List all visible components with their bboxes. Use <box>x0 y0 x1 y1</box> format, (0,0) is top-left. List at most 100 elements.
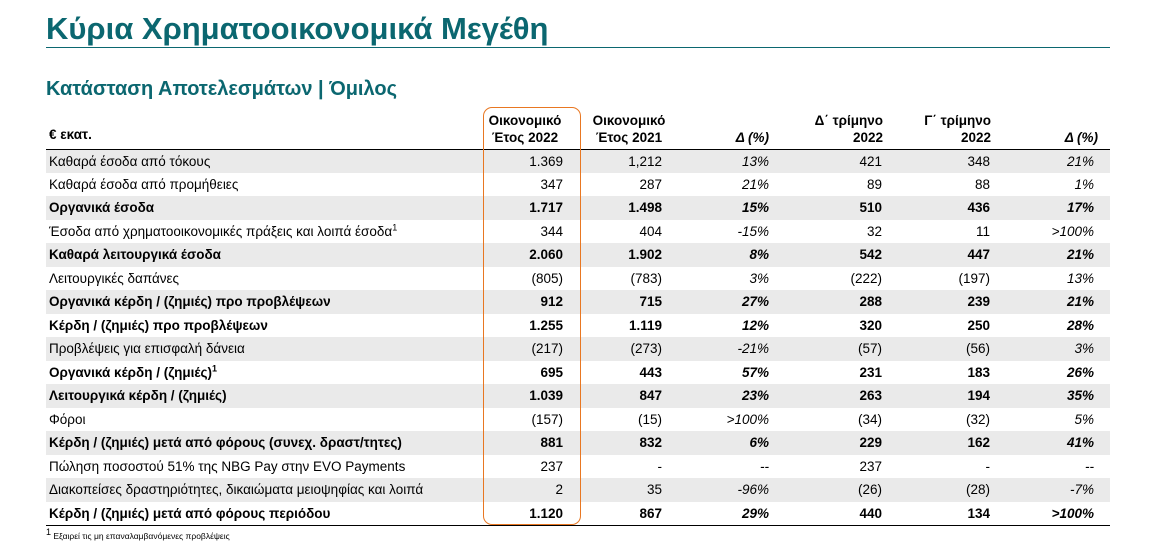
cell-delta-fy: -- <box>760 458 769 474</box>
cell-q3: 239 <box>967 294 990 310</box>
cell-delta-q: 5% <box>1074 411 1094 427</box>
cell-fy2022: 344 <box>540 223 563 239</box>
cell-q4: (57) <box>857 341 882 357</box>
header-fy2022-line2: Έτος 2022 <box>491 129 559 145</box>
cell-delta-q: 13% <box>1066 270 1094 286</box>
table-row: Προβλέψεις για επισφαλή δάνεια (217) (273)… <box>46 337 1110 361</box>
cell-delta-fy: 13% <box>741 153 769 169</box>
cell-q4: 542 <box>859 247 882 263</box>
cell-delta-fy: -15% <box>737 223 769 239</box>
cell-fy2021: 867 <box>639 505 662 521</box>
cell-q3: 134 <box>967 505 990 521</box>
row-label: Οργανικά έσοδα <box>46 196 474 220</box>
cell-fy2021: 1,212 <box>628 153 662 169</box>
row-label: Οργανικά κέρδη / (ζημιές)1 <box>46 361 474 385</box>
cell-delta-q: >100% <box>1051 223 1094 239</box>
row-label-text: Οργανικά κέρδη / (ζημιές) προ προβλέψεων <box>49 294 331 310</box>
table-row: Κέρδη / (ζημιές) μετά από φόρους περιόδο… <box>46 502 1110 526</box>
cell-q3: (28) <box>965 482 990 498</box>
cell-q4: 89 <box>866 176 882 192</box>
header-delta-fy: Δ (%) <box>735 129 769 145</box>
footnote-ref: 1 <box>211 363 217 374</box>
row-label-text: Προβλέψεις για επισφαλή δάνεια <box>49 341 245 357</box>
cell-q4: (34) <box>857 411 882 427</box>
cell-delta-fy: 29% <box>741 505 769 521</box>
table-row: Έσοδα από χρηματοοικονομικές πράξεις και… <box>46 220 1110 244</box>
cell-q4: 32 <box>866 223 882 239</box>
row-label: Κέρδη / (ζημιές) προ προβλέψεων <box>46 314 474 338</box>
header-q3-line1: Γ΄ τρίμηνο <box>924 112 991 128</box>
table-row: Λειτουργικά κέρδη / (ζημιές) 1.039 847 23% 2… <box>46 384 1110 408</box>
row-label-text: Κέρδη / (ζημιές) προ προβλέψεων <box>49 317 268 333</box>
cell-delta-q: 26% <box>1066 364 1094 380</box>
row-label: Φόροι <box>46 408 474 432</box>
cell-q3: 250 <box>967 317 990 333</box>
row-label: Καθαρά έσοδα από προμήθειες <box>46 173 474 197</box>
row-label-text: Έσοδα από χρηματοοικονομικές πράξεις και… <box>49 223 393 239</box>
section-subtitle: Κατάσταση Αποτελεσμάτων | Όμιλος <box>46 78 397 100</box>
cell-q3: 183 <box>967 364 990 380</box>
footnote-text: Εξαιρεί τις μη επαναλαμβανόμενες προβλέψ… <box>51 531 230 541</box>
row-label: Πώληση ποσοστού 51% της NBG Pay στην EVO… <box>46 455 474 479</box>
cell-fy2022: 1.039 <box>529 388 563 404</box>
cell-delta-q: 28% <box>1066 317 1094 333</box>
cell-fy2021: 1.902 <box>628 247 662 263</box>
cell-delta-q: 17% <box>1066 200 1094 216</box>
footnote-marker: 1 <box>46 527 52 538</box>
header-fy2021: Οικονομικό Έτος 2021 <box>576 111 682 149</box>
header-unit: € εκατ. <box>49 126 92 142</box>
cell-fy2022: 881 <box>540 435 563 451</box>
header-fy2021-line2: Έτος 2021 <box>595 129 663 145</box>
table-row: Λειτουργικές δαπάνες (805) (783) 3% (222) (19… <box>46 267 1110 291</box>
cell-delta-fy: 6% <box>749 435 769 451</box>
cell-fy2022: (805) <box>531 270 563 286</box>
row-label-text: Λειτουργικές δαπάνες <box>49 270 180 286</box>
cell-fy2022: 1.120 <box>529 505 563 521</box>
cell-delta-q: 41% <box>1066 435 1094 451</box>
table-row: Κέρδη / (ζημιές) προ προβλέψεων 1.255 1.11… <box>46 314 1110 338</box>
title-divider <box>46 47 1110 48</box>
cell-delta-fy: 15% <box>741 200 769 216</box>
cell-delta-q: 3% <box>1074 341 1094 357</box>
cell-q4: 231 <box>859 364 882 380</box>
cell-q4: 237 <box>859 458 882 474</box>
cell-delta-q: -- <box>1085 458 1094 474</box>
cell-fy2022: 1.255 <box>529 317 563 333</box>
row-label: Καθαρά λειτουργικά έσοδα <box>46 243 474 267</box>
header-fy2021-line1: Οικονομικό <box>592 112 666 128</box>
cell-q3: 11 <box>975 223 990 239</box>
cell-delta-fy: >100% <box>726 411 769 427</box>
cell-delta-fy: 3% <box>749 270 769 286</box>
table-row: Οργανικά έσοδα 1.717 1.498 15% 510 436 17% <box>46 196 1110 220</box>
cell-delta-fy: 8% <box>749 247 769 263</box>
cell-q4: 421 <box>859 153 882 169</box>
row-label-text: Κέρδη / (ζημιές) μετά από φόρους (συνεχ.… <box>49 435 402 451</box>
row-label-text: Οργανικά έσοδα <box>49 200 155 216</box>
cell-fy2022: 1.369 <box>529 153 563 169</box>
cell-fy2021: 832 <box>639 435 662 451</box>
page-title: Κύρια Χρηματοοικονομικά Μεγέθη <box>46 11 549 46</box>
cell-fy2021: 35 <box>646 482 662 498</box>
row-label: Κέρδη / (ζημιές) μετά από φόρους (συνεχ.… <box>46 431 474 455</box>
cell-q3: (197) <box>958 270 990 286</box>
cell-fy2021: 287 <box>639 176 662 192</box>
header-fy2022-line1: Οικονομικό <box>488 112 562 128</box>
row-label-text: Λειτουργικά κέρδη / (ζημιές) <box>49 388 227 404</box>
cell-fy2021: (15) <box>637 411 662 427</box>
cell-delta-q: >100% <box>1051 505 1094 521</box>
row-label: Κέρδη / (ζημιές) μετά από φόρους περιόδο… <box>46 502 474 526</box>
row-label-text: Κέρδη / (ζημιές) μετά από φόρους περιόδο… <box>49 505 331 521</box>
row-label-text: Οργανικά κέρδη / (ζημιές) <box>49 364 212 380</box>
cell-fy2022: 912 <box>540 294 563 310</box>
row-label-text: Καθαρά έσοδα από τόκους <box>49 153 211 169</box>
cell-delta-fy: 21% <box>741 176 769 192</box>
cell-fy2022: 2.060 <box>529 247 563 263</box>
cell-fy2022: 2 <box>555 482 563 498</box>
header-q4-line2: 2022 <box>852 129 883 145</box>
table-row: Διακοπείσες δραστηριότητες, δικαιώματα μ… <box>46 478 1110 502</box>
cell-fy2021: 443 <box>639 364 662 380</box>
row-label: Προβλέψεις για επισφαλή δάνεια <box>46 337 474 361</box>
table-row: Πώληση ποσοστού 51% της NBG Pay στην EVO… <box>46 455 1110 479</box>
cell-delta-fy: -96% <box>737 482 769 498</box>
cell-delta-q: 1% <box>1074 176 1094 192</box>
